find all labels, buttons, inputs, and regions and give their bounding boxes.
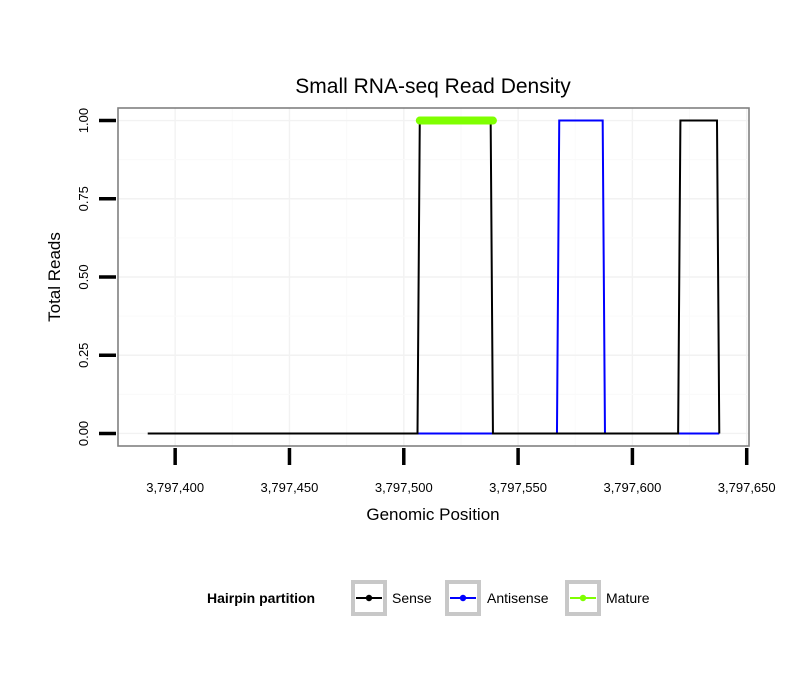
legend-label: Antisense — [487, 590, 549, 606]
legend: Hairpin partition Sense Antisense Mature — [207, 580, 650, 616]
y-tick-label: 0.25 — [76, 343, 91, 368]
y-axis-title: Total Reads — [45, 232, 64, 322]
x-tick-label: 3,797,600 — [603, 480, 661, 495]
x-tick-label: 3,797,650 — [718, 480, 776, 495]
legend-key-point — [459, 594, 467, 602]
chart-title: Small RNA-seq Read Density — [295, 75, 571, 98]
y-axis: 0.00 0.25 0.50 0.75 1.00 — [76, 108, 116, 446]
y-tick-label: 0.00 — [76, 421, 91, 446]
grid-lines — [118, 108, 749, 446]
legend-item-antisense: Antisense — [445, 580, 549, 616]
x-tick-label: 3,797,550 — [489, 480, 547, 495]
legend-item-mature: Mature — [565, 580, 650, 616]
legend-key-point — [579, 594, 587, 602]
x-tick-label: 3,797,500 — [375, 480, 433, 495]
plot-border — [117, 107, 750, 447]
x-axis: 3,797,400 3,797,450 3,797,500 3,797,550 3,79… — [146, 448, 776, 495]
legend-label: Sense — [392, 590, 432, 606]
legend-key-point — [365, 594, 373, 602]
legend-title: Hairpin partition — [207, 590, 315, 606]
series-layer — [147, 116, 721, 435]
y-tick-label: 0.75 — [76, 186, 91, 211]
y-tick-label: 1.00 — [76, 108, 91, 133]
x-tick-label: 3,797,450 — [261, 480, 319, 495]
y-tick-label: 0.50 — [76, 264, 91, 289]
x-axis-title: Genomic Position — [366, 505, 499, 524]
series-line-sense — [147, 119, 721, 435]
legend-item-sense: Sense — [351, 580, 432, 616]
x-tick-label: 3,797,400 — [146, 480, 204, 495]
legend-label: Mature — [606, 590, 650, 606]
